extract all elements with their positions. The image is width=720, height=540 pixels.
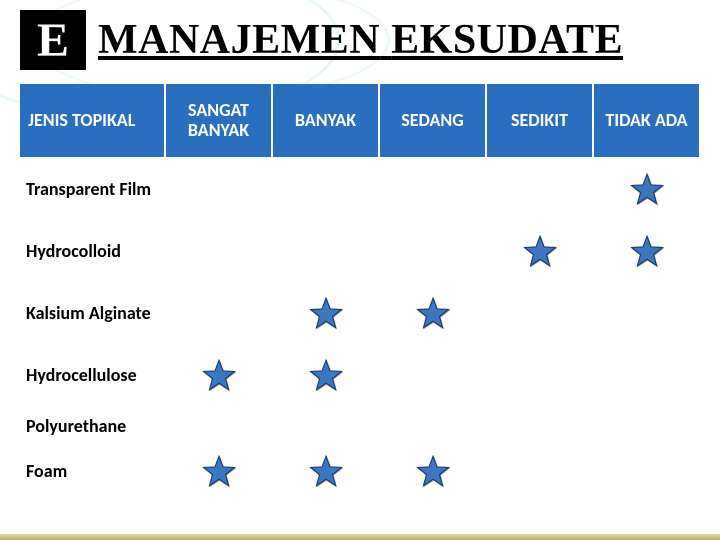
table-cell — [379, 282, 486, 344]
table-cell — [486, 158, 593, 220]
table-cell — [272, 158, 379, 220]
table-row: Hydrocolloid — [20, 220, 700, 282]
col-header-banyak: BANYAK — [272, 84, 379, 158]
col-header-sedikit: SEDIKIT — [486, 84, 593, 158]
table-cell — [165, 446, 272, 496]
row-label: Kalsium Alginate — [20, 282, 165, 344]
table-cell — [165, 406, 272, 446]
star-icon — [415, 295, 451, 331]
title-word-1: MANAJEMEN — [98, 17, 380, 63]
table-row: Hydrocellulose — [20, 344, 700, 406]
slide-title: MANAJEMEN EKSUDATE — [98, 16, 623, 64]
star-icon — [201, 357, 237, 393]
table-cell — [486, 446, 593, 496]
table-cell — [486, 282, 593, 344]
table-cell — [379, 406, 486, 446]
row-label: Hydrocolloid — [20, 220, 165, 282]
table-cell — [593, 282, 700, 344]
star-icon — [415, 453, 451, 489]
col-header-line1: SANGATBANYAK — [172, 101, 265, 141]
table-row: Kalsium Alginate — [20, 282, 700, 344]
title-row: E MANAJEMEN EKSUDATE — [20, 10, 700, 70]
col-header-sedang: SEDANG — [379, 84, 486, 158]
star-icon — [629, 233, 665, 269]
table-cell — [272, 344, 379, 406]
table-cell — [165, 282, 272, 344]
col-header-topical: JENIS TOPIKAL — [20, 84, 165, 158]
section-badge-letter: E — [37, 13, 69, 68]
star-icon — [308, 357, 344, 393]
star-icon — [201, 453, 237, 489]
table-cell — [486, 406, 593, 446]
star-icon — [308, 453, 344, 489]
table-cell — [165, 220, 272, 282]
star-icon — [522, 233, 558, 269]
row-label: Foam — [20, 446, 165, 496]
table-body: Transparent Film Hydrocolloid Kalsium Al… — [20, 158, 700, 496]
table-cell — [593, 344, 700, 406]
star-icon — [308, 295, 344, 331]
table-cell — [272, 220, 379, 282]
table-cell — [379, 158, 486, 220]
exudate-table: JENIS TOPIKAL SANGATBANYAK BANYAK SEDANG… — [20, 84, 701, 497]
table-cell — [272, 406, 379, 446]
table-cell — [165, 344, 272, 406]
slide: E MANAJEMEN EKSUDATE JENIS TOPIKAL SANGA… — [0, 0, 720, 540]
table-cell — [593, 446, 700, 496]
row-label: Hydrocellulose — [20, 344, 165, 406]
table-header: JENIS TOPIKAL SANGATBANYAK BANYAK SEDANG… — [20, 84, 700, 158]
table-cell — [379, 220, 486, 282]
title-word-2: EKSUDATE — [391, 17, 623, 63]
table-cell — [165, 158, 272, 220]
col-header-sangat-banyak: SANGATBANYAK — [165, 84, 272, 158]
table-cell — [272, 282, 379, 344]
table-row: Polyurethane — [20, 406, 700, 446]
table-cell — [593, 158, 700, 220]
star-icon — [629, 171, 665, 207]
table-cell — [379, 344, 486, 406]
section-badge: E — [20, 10, 86, 70]
table-cell — [272, 446, 379, 496]
table-row: Foam — [20, 446, 700, 496]
col-header-tidak-ada: TIDAK ADA — [593, 84, 700, 158]
table-cell — [379, 446, 486, 496]
table-cell — [593, 220, 700, 282]
row-label: Transparent Film — [20, 158, 165, 220]
row-label: Polyurethane — [20, 406, 165, 446]
table-cell — [486, 220, 593, 282]
table-cell — [593, 406, 700, 446]
table-cell — [486, 344, 593, 406]
table-row: Transparent Film — [20, 158, 700, 220]
